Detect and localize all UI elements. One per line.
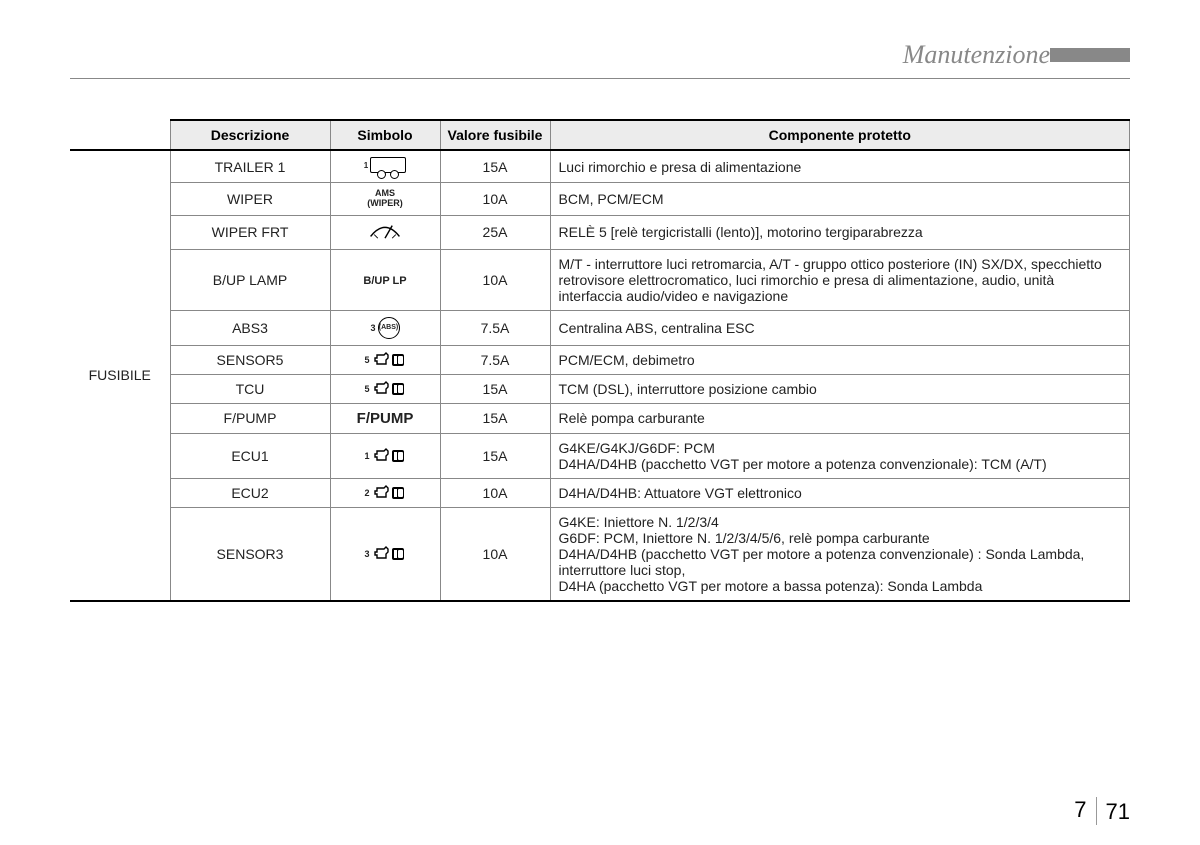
table-row: TCU515ATCM (DSL), interruttore posizione… — [70, 374, 1130, 403]
table-row: WIPER FRT 25ARELÈ 5 [relè tergicristalli … — [70, 215, 1130, 249]
cell-description: ECU2 — [170, 478, 330, 507]
cell-description: SENSOR5 — [170, 345, 330, 374]
cell-rating: 15A — [440, 150, 550, 183]
cell-rating: 7.5A — [440, 345, 550, 374]
cell-rating: 7.5A — [440, 310, 550, 345]
row-group-label: FUSIBILE — [70, 150, 170, 601]
cell-rating: 10A — [440, 507, 550, 601]
cell-protected: Relè pompa carburante — [550, 403, 1130, 433]
cell-protected: RELÈ 5 [relè tergicristalli (lento)], mo… — [550, 215, 1130, 249]
cell-description: WIPER FRT — [170, 215, 330, 249]
table-row: SENSOR557.5APCM/ECM, debimetro — [70, 345, 1130, 374]
page-number: 71 — [1106, 799, 1130, 824]
cell-protected: PCM/ECM, debimetro — [550, 345, 1130, 374]
header-accent-bar — [1050, 48, 1130, 62]
cell-symbol: 5 — [330, 345, 440, 374]
cell-symbol — [330, 215, 440, 249]
header-descr: Descrizione — [170, 120, 330, 150]
cell-symbol: AMS(WIPER) — [330, 183, 440, 216]
header-section: Manutenzione — [70, 40, 1130, 70]
cell-symbol: B/UP LP — [330, 249, 440, 310]
cell-protected: TCM (DSL), interruttore posizione cambio — [550, 374, 1130, 403]
page-title: Manutenzione — [903, 40, 1050, 70]
page-footer: 7 71 — [1074, 797, 1130, 825]
cell-description: TCU — [170, 374, 330, 403]
cell-description: ECU1 — [170, 433, 330, 478]
cell-symbol: 3 — [330, 507, 440, 601]
table-row: FUSIBILETRAILER 1115ALuci rimorchio e pr… — [70, 150, 1130, 183]
page-container: Manutenzione Descrizione Simbolo Valore … — [0, 0, 1200, 602]
cell-symbol: 2 — [330, 478, 440, 507]
cell-protected: BCM, PCM/ECM — [550, 183, 1130, 216]
table-row: ECU2210AD4HA/D4HB: Attuatore VGT elettro… — [70, 478, 1130, 507]
cell-symbol: 5 — [330, 374, 440, 403]
cell-rating: 15A — [440, 374, 550, 403]
header-rating: Valore fusibile — [440, 120, 550, 150]
cell-description: B/UP LAMP — [170, 249, 330, 310]
cell-protected: D4HA/D4HB: Attuatore VGT elettronico — [550, 478, 1130, 507]
table-row: F/PUMPF/PUMP15ARelè pompa carburante — [70, 403, 1130, 433]
table-row: B/UP LAMPB/UP LP10AM/T - interruttore lu… — [70, 249, 1130, 310]
header-divider — [70, 78, 1130, 79]
table-row: ECU1115AG4KE/G4KJ/G6DF: PCMD4HA/D4HB (pa… — [70, 433, 1130, 478]
cell-protected: M/T - interruttore luci retromarcia, A/T… — [550, 249, 1130, 310]
cell-description: TRAILER 1 — [170, 150, 330, 183]
cell-protected: G4KE: Iniettore N. 1/2/3/4G6DF: PCM, Ini… — [550, 507, 1130, 601]
cell-rating: 15A — [440, 433, 550, 478]
table-row: SENSOR3310AG4KE: Iniettore N. 1/2/3/4G6D… — [70, 507, 1130, 601]
cell-symbol: 1 — [330, 150, 440, 183]
cell-rating: 10A — [440, 478, 550, 507]
cell-protected: G4KE/G4KJ/G6DF: PCMD4HA/D4HB (pacchetto … — [550, 433, 1130, 478]
cell-symbol: 1 — [330, 433, 440, 478]
cell-rating: 10A — [440, 183, 550, 216]
cell-protected: Centralina ABS, centralina ESC — [550, 310, 1130, 345]
cell-symbol: F/PUMP — [330, 403, 440, 433]
cell-symbol: 3(ABS) — [330, 310, 440, 345]
header-protected: Componente protetto — [550, 120, 1130, 150]
cell-description: WIPER — [170, 183, 330, 216]
cell-rating: 15A — [440, 403, 550, 433]
footer-separator — [1096, 797, 1097, 825]
header-blank — [70, 120, 170, 150]
fuse-table: Descrizione Simbolo Valore fusibile Comp… — [70, 119, 1130, 602]
table-row: ABS33(ABS)7.5ACentralina ABS, centralina… — [70, 310, 1130, 345]
header-symbol: Simbolo — [330, 120, 440, 150]
cell-description: SENSOR3 — [170, 507, 330, 601]
table-header-row: Descrizione Simbolo Valore fusibile Comp… — [70, 120, 1130, 150]
cell-description: F/PUMP — [170, 403, 330, 433]
cell-rating: 10A — [440, 249, 550, 310]
table-row: WIPERAMS(WIPER)10ABCM, PCM/ECM — [70, 183, 1130, 216]
cell-protected: Luci rimorchio e presa di alimentazione — [550, 150, 1130, 183]
chapter-number: 7 — [1074, 797, 1086, 822]
cell-description: ABS3 — [170, 310, 330, 345]
cell-rating: 25A — [440, 215, 550, 249]
